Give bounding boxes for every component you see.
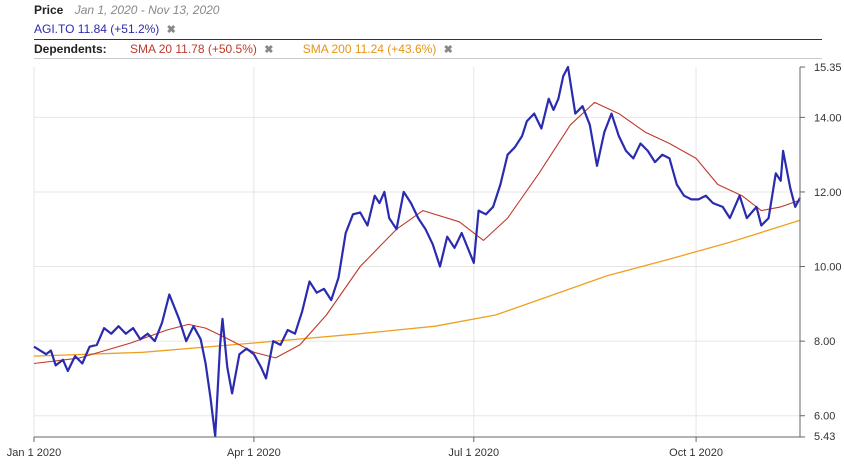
x-tick-label: Jan 1 2020 [7, 447, 61, 459]
sma20-series [33, 101, 801, 365]
price-row: Price Jan 1, 2020 - Nov 13, 2020 [34, 3, 219, 17]
y-tick-label: 14.00 [814, 112, 842, 124]
header-separator [34, 39, 822, 40]
y-tick-label: 10.00 [814, 262, 842, 274]
dependents-row: Dependents: SMA 20 11.78 (+50.5%) ✖ SMA … [34, 42, 453, 56]
x-tick-label: Oct 1 2020 [669, 447, 723, 459]
y-tick-label: 12.00 [814, 187, 842, 199]
remove-sma200-close-icon[interactable]: ✖ [443, 44, 453, 56]
y-tick-label: 8.00 [814, 336, 835, 348]
price-line [33, 65, 801, 438]
axes: 15.35 14.00 12.00 10.00 8.00 6.00 5.43 Jan 1 20… [7, 62, 842, 459]
sma200-legend[interactable]: SMA 200 11.24 (+43.6%) [302, 42, 437, 56]
y-tick-label: 15.35 [814, 62, 842, 74]
remove-symbol-close-icon[interactable]: ✖ [166, 24, 176, 36]
x-tick-label: Jul 1 2020 [448, 447, 499, 459]
grid-lines [33, 67, 800, 437]
x-tick-label: Apr 1 2020 [227, 447, 281, 459]
sma20-legend[interactable]: SMA 20 11.78 (+50.5%) [130, 42, 257, 56]
symbol-legend[interactable]: AGI.TO 11.84 (+51.2%) [34, 22, 160, 36]
dependents-label: Dependents: [34, 42, 107, 56]
y-tick-label: 6.00 [814, 411, 835, 423]
y-tick-label: 5.43 [814, 431, 835, 443]
price-series [33, 65, 801, 438]
price-label: Price [34, 3, 64, 17]
remove-sma20-close-icon[interactable]: ✖ [264, 44, 274, 56]
sma20-line [33, 101, 801, 365]
dependents-separator [34, 58, 822, 59]
sma200-line [33, 219, 801, 357]
symbol-row: AGI.TO 11.84 (+51.2%) ✖ [34, 22, 176, 36]
date-range: Jan 1, 2020 - Nov 13, 2020 [74, 3, 220, 17]
sma200-series [33, 219, 801, 357]
